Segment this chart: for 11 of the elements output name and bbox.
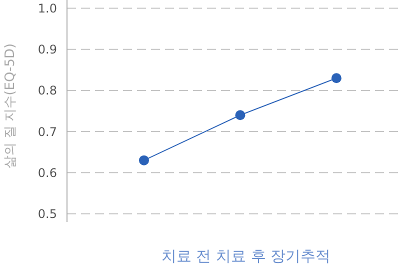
y-tick-label: 0.5 [38, 206, 57, 221]
y-tick-label: 1.0 [38, 1, 57, 16]
y-tick-label: 0.6 [38, 166, 57, 180]
x-axis-title: 치료 전 치료 후 장기추적 [161, 247, 331, 265]
point [331, 73, 342, 84]
y-tick-label: 0.8 [38, 84, 57, 98]
y-tick-label: 0.7 [38, 124, 57, 139]
point [235, 110, 246, 120]
y-tick-label: 0.9 [38, 42, 57, 57]
point [138, 155, 149, 166]
y-axis-title: 삶의 질 지수(EQ-5D) [3, 43, 18, 169]
